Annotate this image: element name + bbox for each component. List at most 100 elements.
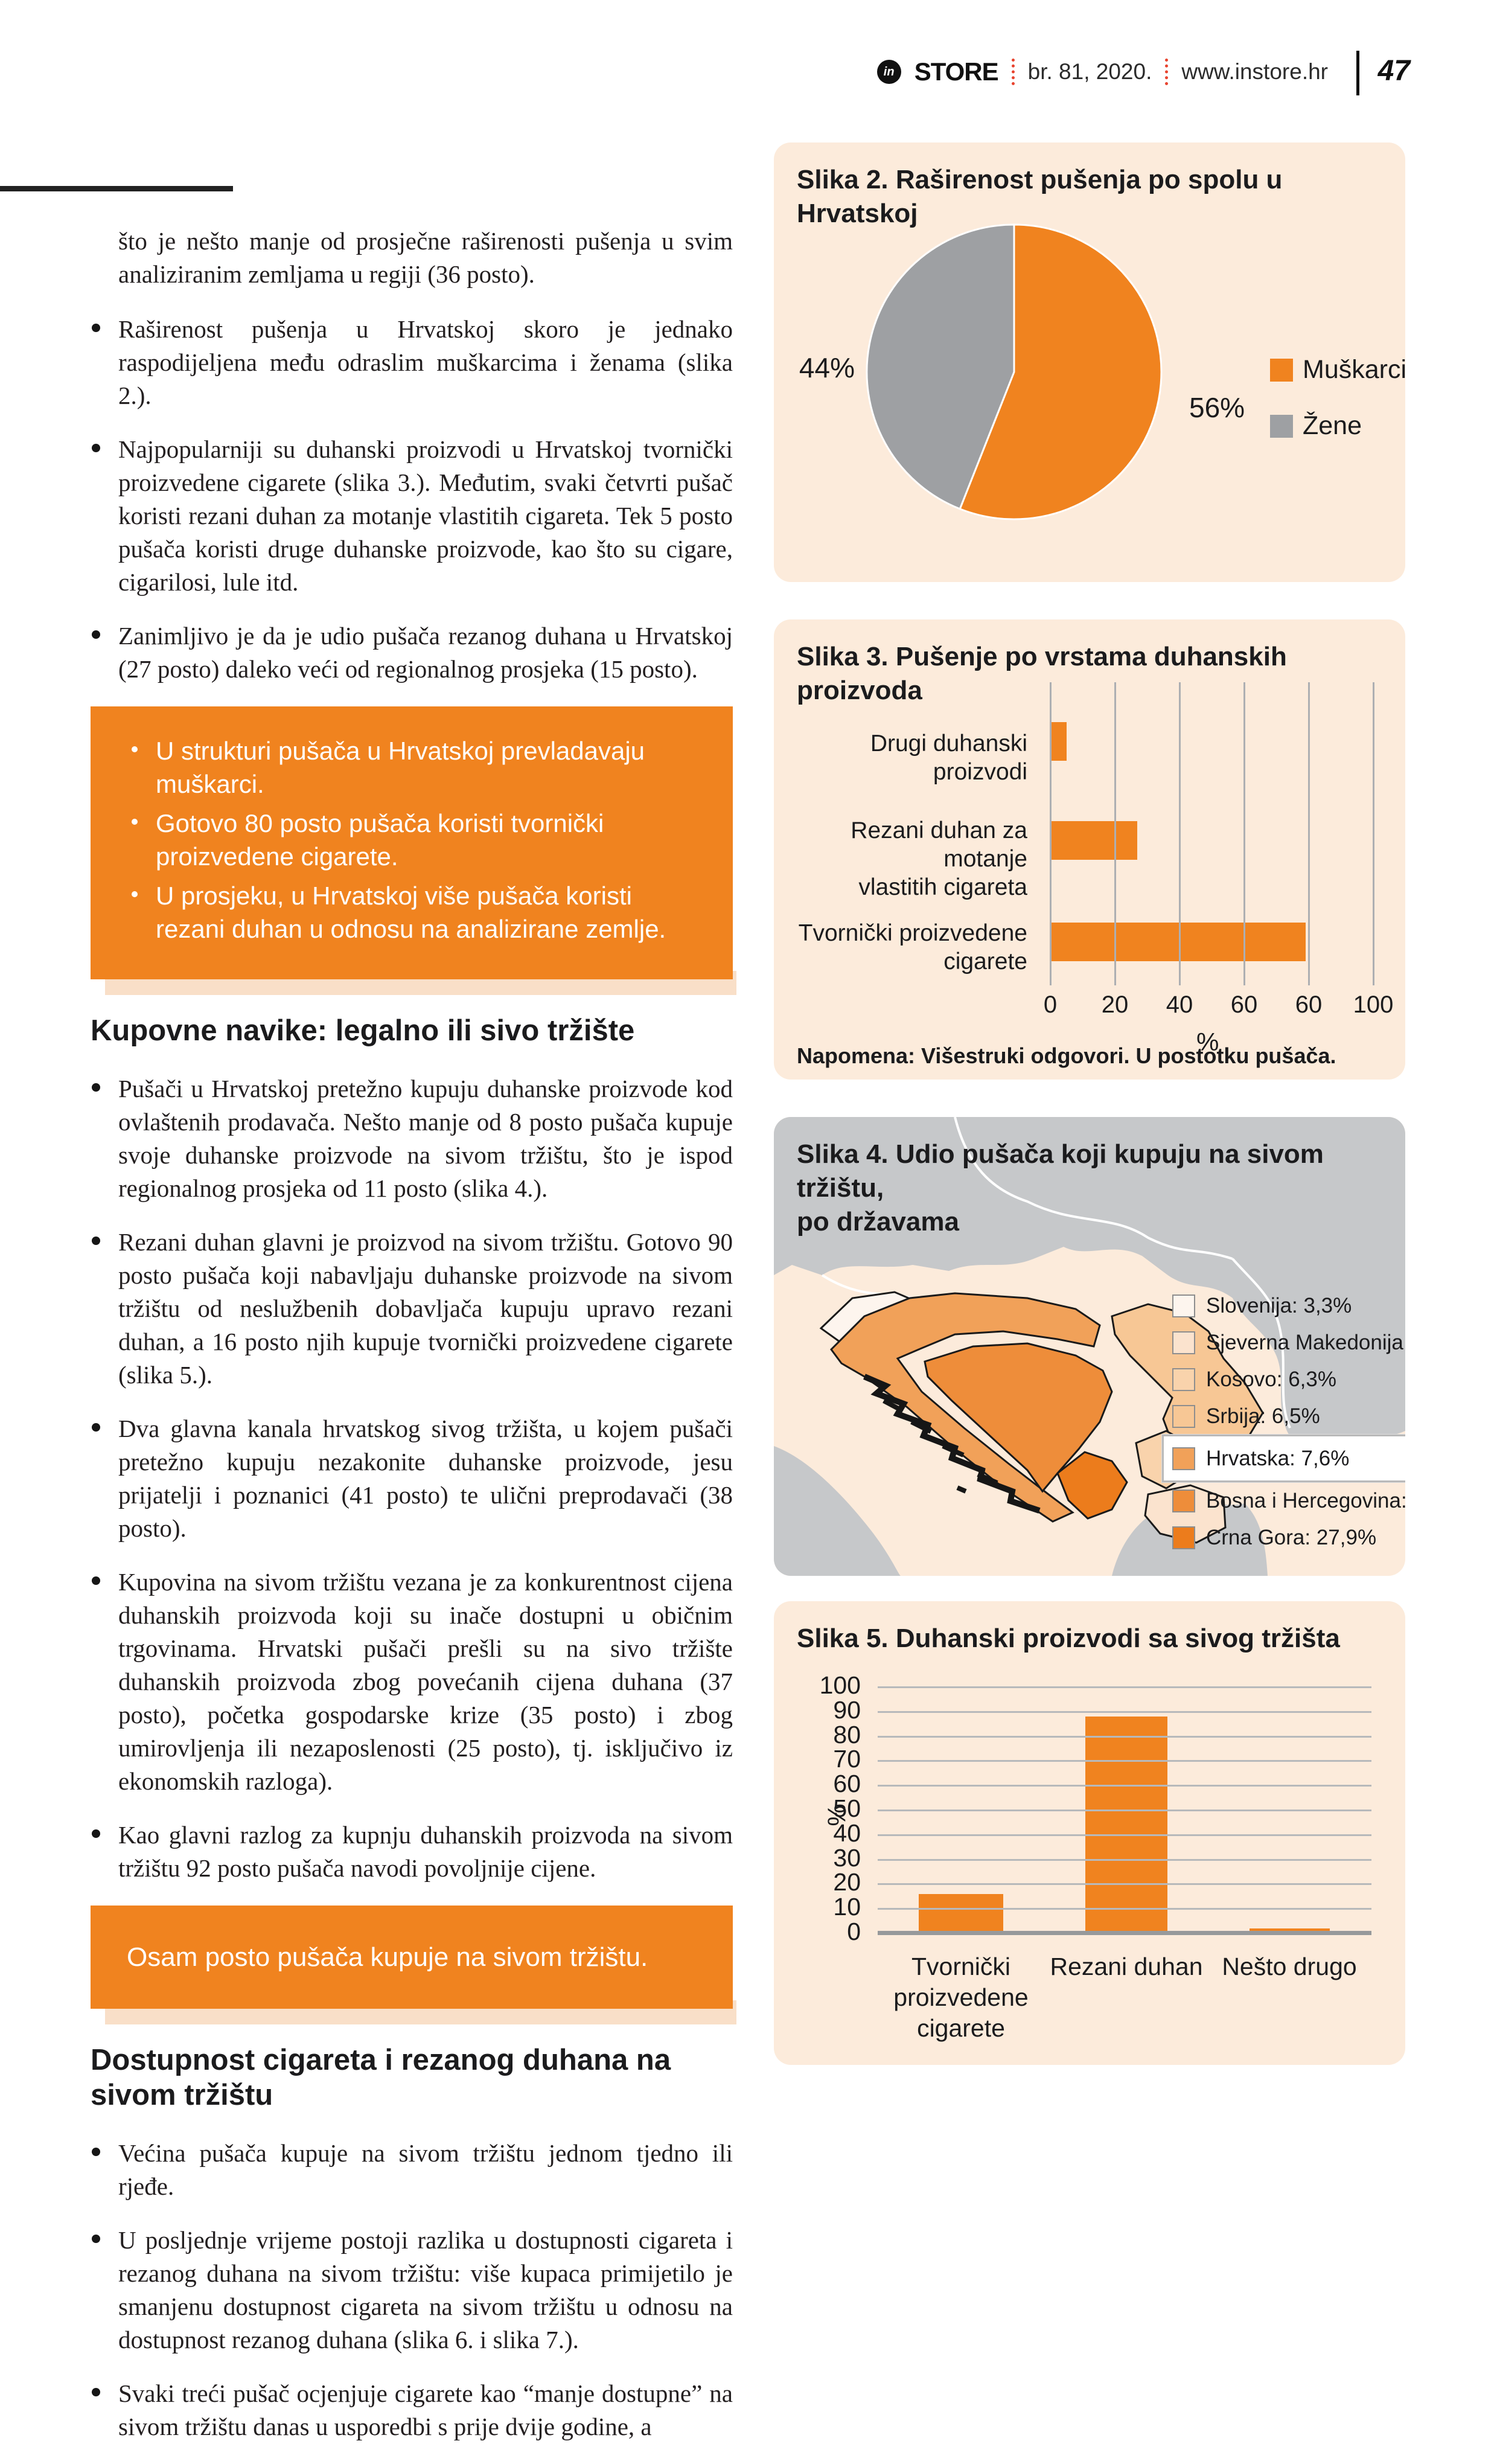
list-item-text: U posljednje vrijeme postoji razlika u d…: [118, 2226, 733, 2354]
bullet-icon: [92, 1829, 100, 1838]
fig4-legend-label: Kosovo: 6,3%: [1206, 1367, 1336, 1391]
fig3-tick-label: 0: [1043, 991, 1058, 1018]
section-title-kupovne-navike: Kupovne navike: legalno ili sivo tržište: [91, 1014, 635, 1047]
bullet-icon: [92, 444, 100, 452]
fig4-legend-swatch-0: [1172, 1294, 1195, 1317]
fig3-gridline: [1373, 682, 1374, 985]
list-item: Rezani duhan glavni je proizvod na sivom…: [91, 1226, 733, 1392]
fig3-bar: [1050, 722, 1067, 761]
bullet-icon: [92, 1576, 100, 1585]
fig2-legend-label: Muškarci: [1303, 355, 1405, 384]
fig3-bar: [1050, 923, 1306, 961]
fig4-legend-swatch-3: [1172, 1404, 1195, 1428]
list-item: Zanimljivo je da je udio pušača rezanog …: [91, 619, 733, 686]
fig3-gridline: [1114, 682, 1116, 985]
fig5-title: Slika 5. Duhanski proizvodi sa sivog trž…: [797, 1624, 1340, 1653]
bullet-icon: [92, 1423, 100, 1432]
page-header: in STORE br. 81, 2020. www.instore.hr 47: [0, 51, 1497, 101]
fig4-title: Slika 4. Udio pušača koji kupuju na sivo…: [797, 1139, 1324, 1237]
fig2-title: Slika 2. Raširenost pušenja po spolu u H…: [797, 165, 1283, 228]
bullet-icon: [92, 2148, 100, 2156]
fig5-gridline: [878, 1686, 1371, 1688]
fig2-legend: Muškarci Žene: [1270, 355, 1405, 467]
fig4-legend-label: Srbija: 6,5%: [1206, 1404, 1320, 1428]
fig4-legend-row: Slovenija: 3,3%: [1172, 1287, 1405, 1324]
list-item: Dva glavna kanala hrvatskog sivog tržišt…: [91, 1412, 733, 1545]
fig5-tick-label: 0: [847, 1918, 861, 1945]
list-item-text: Raširenost pušenja u Hrvatskoj skoro je …: [118, 315, 733, 409]
bullet-icon: [92, 630, 100, 639]
fig4-legend-label: Crna Gora: 27,9%: [1206, 1525, 1377, 1549]
highlight-text: Osam posto pušača kupuje na sivom tržišt…: [127, 1942, 648, 1972]
fig5-cat-label: Nešto drugo: [1222, 1953, 1357, 1980]
highlight-item-text: Gotovo 80 posto pušača koristi tvornički…: [156, 809, 604, 871]
figure-card-fig3: Slika 3. Pušenje po vrstama duhanskih pr…: [774, 619, 1405, 1080]
fig3-cat-label: Drugi duhanski proizvodi: [870, 731, 1027, 785]
highlight-item: U prosjeku, u Hrvatskoj više pušača kori…: [127, 879, 697, 946]
figure-card-fig2: Slika 2. Raširenost pušenja po spolu u H…: [774, 142, 1405, 582]
list-item: Kao glavni razlog za kupnju duhanskih pr…: [91, 1819, 733, 1885]
fig3-x-axis-ticks: 0 20 40 60 60 100: [1044, 991, 1394, 1022]
list-item: U posljednje vrijeme postoji razlika u d…: [91, 2224, 733, 2357]
fig5-tick-label: 70: [833, 1745, 861, 1773]
list-item-text: Pušači u Hrvatskoj pretežno kupuju duhan…: [118, 1075, 733, 1202]
fig5-gridline: [878, 1810, 1371, 1811]
fig2-legend-label: Žene: [1303, 411, 1362, 440]
highlight-item-text: U strukturi pušača u Hrvatskoj prevladav…: [156, 737, 645, 798]
fig3-gridline: [1179, 682, 1181, 985]
bullet-icon: [92, 324, 100, 332]
list-item-text: Kupovina na sivom tržištu vezana je za k…: [118, 1568, 733, 1795]
fig4-legend-row: Kosovo: 6,3%: [1172, 1361, 1405, 1398]
fig5-gridline: [878, 1760, 1371, 1762]
fig4-legend-row: Crna Gora: 27,9%: [1172, 1519, 1405, 1556]
header-meta: in STORE br. 81, 2020. www.instore.hr: [876, 53, 1328, 91]
fig4-legend: Slovenija: 3,3% Sjeverna Makedonija: 3,8…: [1162, 1287, 1405, 1556]
highlight-item: Gotovo 80 posto pušača koristi tvornički…: [127, 807, 697, 873]
fig3-tick-label: 60: [1295, 991, 1323, 1018]
fig5-tick-label: 10: [833, 1893, 861, 1921]
fig3-gridline: [1050, 682, 1052, 985]
fig4-legend-swatch-5: [1172, 1489, 1195, 1512]
fig5-plot: [878, 1686, 1371, 1935]
fig5-tick-label: 40: [833, 1819, 861, 1847]
list-item-text: Svaki treći pušač ocjenjuje cigarete kao…: [118, 2379, 733, 2440]
fig5-bar: [1250, 1928, 1330, 1933]
fig5-cat-label: Tvornički proizvedene cigarete: [893, 1953, 1029, 2042]
list-item-text: Dva glavna kanala hrvatskog sivog tržišt…: [118, 1415, 733, 1542]
highlight-box-osam-posto: Osam posto pušača kupuje na sivom tržišt…: [91, 1906, 736, 2024]
bullet-icon: [92, 1083, 100, 1092]
bullet-icon: [92, 1237, 100, 1245]
list-item-text: Kao glavni razlog za kupnju duhanskih pr…: [118, 1821, 733, 1882]
map-italy: [774, 1446, 901, 1576]
fig3-tick-label: 100: [1353, 991, 1394, 1018]
fig2-pct-zene: 44%: [799, 352, 855, 383]
fig5-tick-label: 30: [833, 1843, 861, 1872]
fig3-tick-label: 40: [1166, 991, 1193, 1018]
bullet-icon: [132, 819, 138, 825]
fig2-pie-wrap: [863, 221, 1165, 523]
instore-logo-icon: in: [876, 60, 901, 84]
fig5-gridline: [878, 1710, 1371, 1713]
dotted-separator-icon: [1165, 59, 1169, 85]
intro-paragraph: što je nešto manje od prosječne rašireno…: [118, 227, 733, 288]
fig5-gridline: [878, 1883, 1371, 1886]
bullet-icon: [132, 891, 138, 897]
fig5-bar: [919, 1893, 1003, 1933]
fig5-bar: [1085, 1716, 1167, 1933]
bullet-icon: [92, 2235, 100, 2243]
fig5-gridline: [878, 1735, 1371, 1738]
fig2-pie: [866, 223, 1163, 520]
fig3-plot: [1050, 682, 1374, 985]
fig4-legend-label: Bosna i Hercegovina: 20,4%: [1206, 1488, 1405, 1512]
fig3-x-axis-label: %: [1196, 1028, 1219, 1056]
article-column: što je nešto manje od prosječne rašireno…: [91, 225, 736, 2464]
list-item: Najpopularniji su duhanski proizvodi u H…: [91, 433, 733, 599]
fig3-note: Napomena: Višestruki odgovori. U postotk…: [797, 1043, 1336, 1068]
fig5-cat-label: Rezani duhan: [1050, 1953, 1203, 1980]
header-divider: [1356, 51, 1359, 95]
fig5-y-axis-ticks: 0 10 20 30 40 50 60 70 80 90 100: [794, 1671, 861, 1945]
map-other-countries: [774, 1117, 1405, 1456]
list-item-text: Većina pušača kupuje na sivom tržištu je…: [118, 2139, 733, 2200]
fig3-category-labels: Drugi duhanski proizvodi Rezani duhan za…: [784, 682, 1037, 985]
logo-store-text: STORE: [914, 57, 999, 86]
